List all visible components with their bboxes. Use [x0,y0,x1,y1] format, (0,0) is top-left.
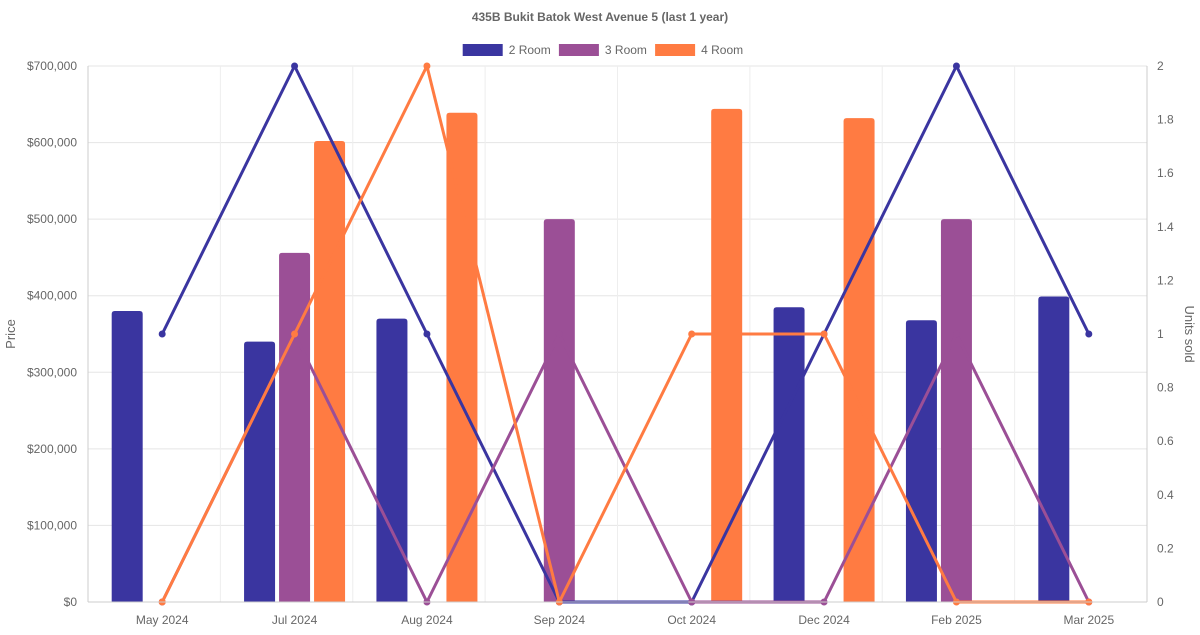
x-tick-label: Dec 2024 [798,613,850,627]
point-4-room[interactable] [423,62,431,70]
x-tick-label: May 2024 [136,613,189,627]
y-right-tick-label: 0 [1157,595,1164,609]
bar-2-room[interactable] [773,307,805,602]
y-right-tick-label: 0.4 [1157,488,1174,502]
y-left-tick-label: $700,000 [27,59,77,73]
point-2-room[interactable] [291,62,299,70]
point-2-room[interactable] [952,62,960,70]
legend-label: 3 Room [605,43,647,57]
bar-3-room[interactable] [543,219,575,602]
y-right-tick-label: 0.6 [1157,434,1174,448]
bar-2-room[interactable] [905,320,937,602]
point-2-room[interactable] [1085,330,1093,338]
y-right-tick-label: 1.4 [1157,220,1174,234]
y-left-tick-label: $300,000 [27,365,77,379]
point-4-room[interactable] [820,330,828,338]
legend-swatch [558,44,599,56]
y-axis-left-label: Price [3,319,18,349]
legend-swatch [655,44,696,56]
x-tick-label: Feb 2025 [931,613,982,627]
chart-title: 435B Bukit Batok West Avenue 5 (last 1 y… [472,10,728,24]
y-left-tick-label: $0 [64,595,78,609]
legend[interactable]: 2 Room 3 Room 4 Room [462,43,743,57]
legend-label: 4 Room [701,43,743,57]
axes: $0 $100,000 $200,000 $300,000 $400,000 $500,0… [27,59,1174,627]
point-3-room[interactable] [952,330,960,338]
legend-swatch [462,44,503,56]
x-tick-label: Jul 2024 [272,613,318,627]
y-right-tick-label: 1 [1157,327,1164,341]
y-left-tick-label: $400,000 [27,289,77,303]
point-4-room[interactable] [291,330,299,338]
bar-4-room[interactable] [843,118,875,602]
x-tick-label: Mar 2025 [1063,613,1114,627]
point-2-room[interactable] [423,330,431,338]
y-right-tick-label: 1.6 [1157,166,1174,180]
y-left-tick-label: $100,000 [27,518,77,532]
bars [111,108,1070,603]
legend-label: 2 Room [509,43,551,57]
legend-item-4-room[interactable]: 4 Room [655,43,743,57]
y-left-tick-label: $500,000 [27,212,77,226]
bar-3-room[interactable] [279,252,311,602]
point-2-room[interactable] [158,330,166,338]
bar-3-room[interactable] [940,219,972,602]
y-right-tick-label: 2 [1157,59,1164,73]
y-right-tick-label: 0.8 [1157,381,1174,395]
x-tick-label: Oct 2024 [667,613,716,627]
bar-2-room[interactable] [244,341,276,602]
bar-4-room[interactable] [711,108,743,602]
bar-4-room[interactable] [314,141,346,603]
y-left-tick-label: $600,000 [27,136,77,150]
line-4-room [160,64,1091,604]
bar-2-room[interactable] [111,311,143,602]
x-tick-label: Sep 2024 [534,613,586,627]
x-tick-label: Aug 2024 [401,613,453,627]
legend-item-3-room[interactable]: 3 Room [558,43,647,57]
point-4-room[interactable] [688,330,696,338]
bar-2-room[interactable] [376,318,408,602]
y-right-tick-label: 0.2 [1157,541,1174,555]
legend-item-2-room[interactable]: 2 Room [462,43,551,57]
point-3-room[interactable] [555,330,563,338]
y-right-tick-label: 1.2 [1157,273,1174,287]
bar-2-room[interactable] [1038,296,1070,602]
y-left-tick-label: $200,000 [27,442,77,456]
y-axis-right-label: Units sold [1182,305,1197,362]
y-right-tick-label: 1.8 [1157,113,1174,127]
